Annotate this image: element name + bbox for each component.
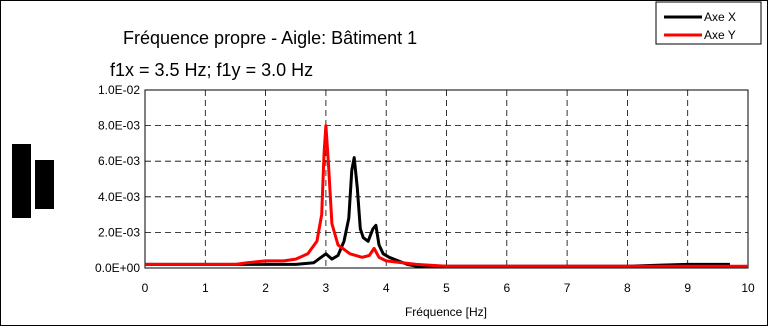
x-tick-label: 4 <box>383 281 390 295</box>
legend-label-axe-y: Axe Y <box>704 28 736 42</box>
x-tick-label: 7 <box>564 281 571 295</box>
x-tick-label: 9 <box>684 281 691 295</box>
y-tick-label: 4.0E-03 <box>98 190 140 204</box>
x-tick-label: 6 <box>503 281 510 295</box>
x-tick-label: 5 <box>443 281 450 295</box>
data-series <box>145 124 748 268</box>
left-marker-block-small <box>35 160 54 209</box>
x-tick-label: 1 <box>202 281 209 295</box>
legend-box <box>655 1 762 45</box>
x-tick-label: 3 <box>323 281 330 295</box>
x-tick-label: 0 <box>142 281 149 295</box>
legend-label-axe-x: Axe X <box>704 10 736 24</box>
x-tick-label: 10 <box>741 281 755 295</box>
x-tick-label: 2 <box>262 281 269 295</box>
grid-lines <box>145 90 748 268</box>
chart-title: Fréquence propre - Aigle: Bâtiment 1 <box>123 28 417 48</box>
y-tick-label: 2.0E-03 <box>98 225 140 239</box>
x-tick-labels: 0 1 2 3 4 5 6 7 8 9 10 <box>142 281 755 295</box>
legend: Axe X Axe Y <box>655 1 762 45</box>
y-tick-label: 0.0E+00 <box>95 261 140 275</box>
series-line-axe-y <box>145 124 748 268</box>
y-tick-label: 6.0E-03 <box>98 154 140 168</box>
y-tick-label: 8.0E-03 <box>98 119 140 133</box>
left-marker-block <box>12 144 31 218</box>
plot-area <box>144 89 749 269</box>
x-tick-label: 8 <box>624 281 631 295</box>
chart-subtitle: f1x = 3.5 Hz; f1y = 3.0 Hz <box>110 60 313 80</box>
y-tick-labels: 0.0E+00 2.0E-03 4.0E-03 6.0E-03 8.0E-03 1.0E-… <box>95 83 140 275</box>
x-axis-title: Fréquence [Hz] <box>405 305 487 319</box>
y-tick-label: 1.0E-02 <box>98 83 140 97</box>
